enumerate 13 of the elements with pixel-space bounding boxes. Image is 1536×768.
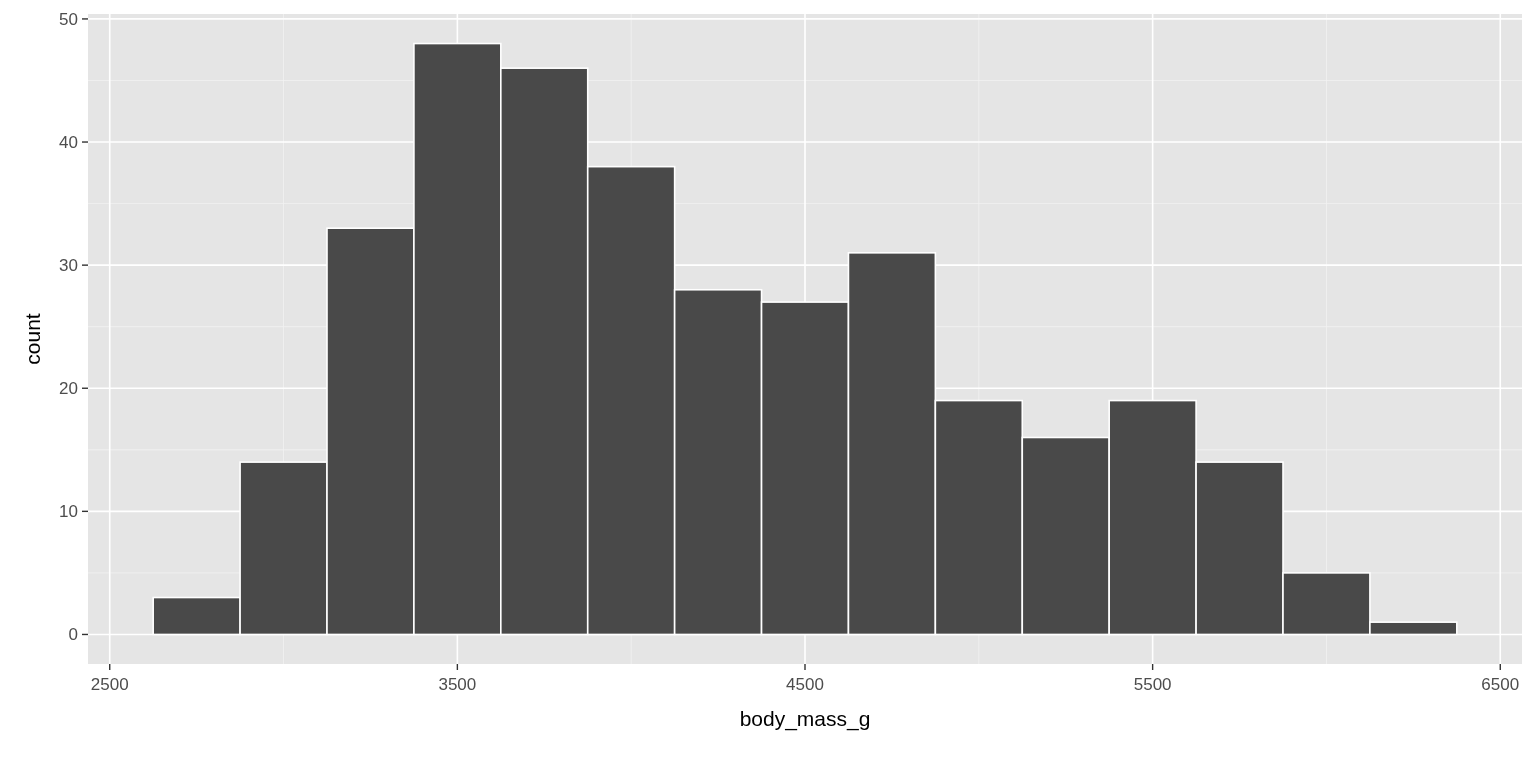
x-tick-label: 6500 [1481,675,1520,694]
x-tick-label: 2500 [90,675,129,694]
x-tick-label: 5500 [1133,675,1172,694]
y-tick-label: 20 [59,379,78,399]
x-tick-label: 3500 [438,675,477,694]
y-tick-label: 0 [68,625,78,645]
y-axis-title: count [21,313,44,365]
y-tick-label: 50 [59,9,78,29]
y-tick-label: 40 [59,132,78,152]
y-tick-label: 10 [59,502,78,522]
y-tick-label: 30 [59,256,78,276]
x-axis-title: body_mass_g [739,707,871,731]
x-tick-label: 4500 [786,675,824,694]
